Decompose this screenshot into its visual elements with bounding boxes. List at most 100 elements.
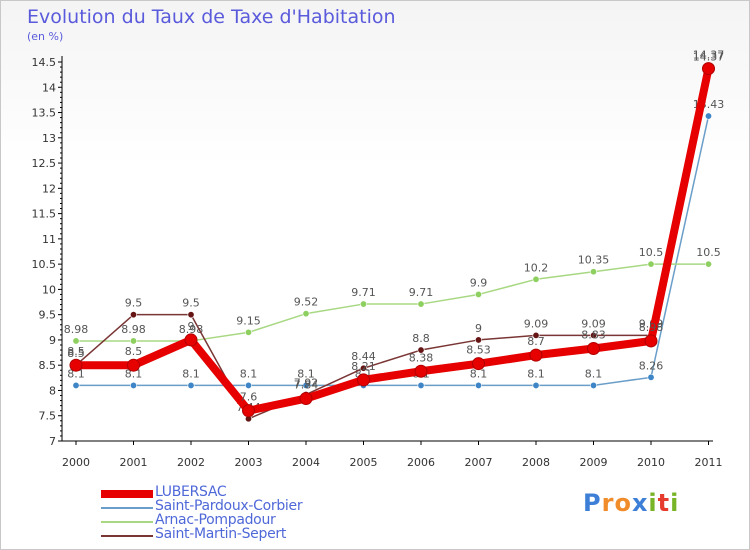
data-label-arnac-pompadour: 10.2 (524, 261, 549, 274)
data-label-saint-pardoux-corbier: 8.1 (67, 367, 85, 380)
data-point-lubersac (644, 334, 658, 348)
data-point-arnac-pompadour (359, 300, 367, 308)
data-point-arnac-pompadour (245, 328, 253, 336)
data-label-saint-pardoux-corbier: 8.1 (182, 367, 200, 380)
series-line-saint-pardoux-corbier (75, 115, 710, 387)
data-point-saint-martin-sepert (130, 311, 138, 319)
x-tick-label: 2011 (695, 456, 723, 469)
data-point-saint-pardoux-corbier (704, 112, 712, 120)
data-point-lubersac (69, 358, 83, 372)
proxiti-logo: Proxiti (583, 489, 679, 517)
data-label-saint-pardoux-corbier: 8.1 (585, 367, 603, 380)
data-point-saint-pardoux-corbier (130, 381, 138, 389)
x-tick-label: 2001 (120, 456, 148, 469)
data-point-saint-martin-sepert (187, 311, 195, 319)
data-label-lubersac: 8.83 (581, 329, 606, 342)
data-label-saint-pardoux-corbier: 8.1 (240, 367, 258, 380)
data-point-lubersac (357, 373, 370, 387)
data-point-saint-martin-sepert (417, 346, 425, 354)
series-line-arnac-pompadour (75, 263, 710, 342)
data-label-saint-martin-sepert: 8.5 (67, 347, 85, 360)
data-label-lubersac: 8.5 (125, 345, 143, 358)
data-label-saint-martin-sepert: 9.09 (581, 317, 606, 330)
logo-letter: o (614, 489, 632, 517)
data-point-arnac-pompadour (72, 337, 80, 345)
data-point-saint-pardoux-corbier (245, 381, 253, 389)
logo-letter: x (631, 489, 649, 517)
data-label-saint-martin-sepert: 9.09 (524, 317, 549, 330)
x-tick-label: 2006 (407, 456, 435, 469)
data-label-arnac-pompadour: 9.15 (236, 314, 261, 327)
y-tick-label: 12.5 (32, 157, 57, 170)
data-label-lubersac: 8.21 (351, 360, 376, 373)
y-tick-label: 10 (42, 283, 56, 296)
data-point-arnac-pompadour (589, 268, 597, 276)
data-label-saint-pardoux-corbier: 8.1 (470, 367, 488, 380)
x-tick-label: 2008 (522, 456, 550, 469)
data-label-saint-martin-sepert: 9.5 (182, 297, 200, 310)
data-point-saint-pardoux-corbier (302, 381, 310, 389)
data-point-saint-pardoux-corbier (474, 381, 482, 389)
logo-letter: i (648, 489, 658, 517)
data-label-arnac-pompadour: 9.71 (351, 286, 376, 299)
chart-title: Evolution du Taux de Taxe d'Habitation (27, 6, 396, 28)
y-tick-label: 13.5 (32, 107, 57, 120)
legend-swatch (101, 507, 153, 509)
x-tick-label: 2005 (350, 456, 378, 469)
data-label-lubersac: 8.98 (639, 321, 664, 334)
data-point-lubersac (127, 358, 140, 372)
data-label-lubersac: 8.5 (67, 345, 85, 358)
data-point-arnac-pompadour (704, 260, 712, 268)
legend-swatch (101, 535, 153, 537)
data-point-saint-pardoux-corbier (647, 373, 655, 381)
data-point-lubersac (242, 404, 255, 418)
data-point-lubersac (472, 357, 485, 371)
data-label-arnac-pompadour: 8.98 (121, 323, 146, 336)
data-point-arnac-pompadour (130, 337, 138, 345)
legend-label: Saint-Martin-Sepert (155, 526, 287, 542)
x-tick-label: 2010 (637, 456, 665, 469)
legend-label: Saint-Pardoux-Corbier (155, 498, 303, 514)
data-point-lubersac (529, 348, 543, 362)
data-point-saint-pardoux-corbier (589, 381, 597, 389)
legend-swatch (101, 521, 153, 523)
data-label-arnac-pompadour: 10.5 (639, 246, 664, 259)
x-tick-label: 2009 (580, 456, 608, 469)
series-line-saint-martin-sepert (75, 67, 710, 420)
legend-swatch (101, 490, 153, 498)
data-label-lubersac: 9 (188, 320, 195, 333)
data-label-saint-martin-sepert: 8.8 (412, 332, 430, 345)
data-label-saint-pardoux-corbier: 8.1 (527, 367, 545, 380)
x-tick-label: 2003 (235, 456, 263, 469)
data-label-arnac-pompadour: 10.5 (696, 246, 721, 259)
y-tick-label: 11 (42, 233, 56, 246)
data-point-arnac-pompadour (302, 310, 310, 318)
data-point-arnac-pompadour (474, 290, 482, 298)
data-point-arnac-pompadour (417, 300, 425, 308)
y-tick-label: 13 (42, 132, 56, 145)
x-tick-label: 2007 (465, 456, 493, 469)
y-tick-label: 9 (49, 334, 56, 347)
data-label-saint-martin-sepert: 9.5 (125, 297, 143, 310)
y-tick-label: 11.5 (32, 208, 57, 221)
data-label-arnac-pompadour: 9.9 (470, 276, 488, 289)
y-tick-label: 14.5 (32, 56, 57, 69)
data-point-lubersac (702, 62, 715, 76)
data-point-arnac-pompadour (647, 260, 655, 268)
data-label-saint-martin-sepert: 8.44 (351, 350, 376, 363)
logo-letter: r (601, 489, 615, 517)
data-label-arnac-pompadour: 8.98 (64, 323, 89, 336)
legend-label: Arnac-Pompadour (155, 512, 276, 528)
logo-letter: P (583, 489, 602, 517)
data-point-lubersac (587, 342, 600, 356)
data-point-lubersac (184, 333, 198, 347)
y-tick-label: 7.5 (39, 410, 57, 423)
legend-label: LUBERSAC (155, 484, 227, 500)
logo-letter: i (670, 489, 680, 517)
y-tick-label: 9.5 (39, 309, 57, 322)
data-label-lubersac: 8.7 (527, 335, 545, 348)
y-tick-label: 14 (42, 81, 56, 94)
data-label-lubersac: 8.53 (466, 344, 491, 357)
series-line-lubersac (72, 64, 713, 415)
